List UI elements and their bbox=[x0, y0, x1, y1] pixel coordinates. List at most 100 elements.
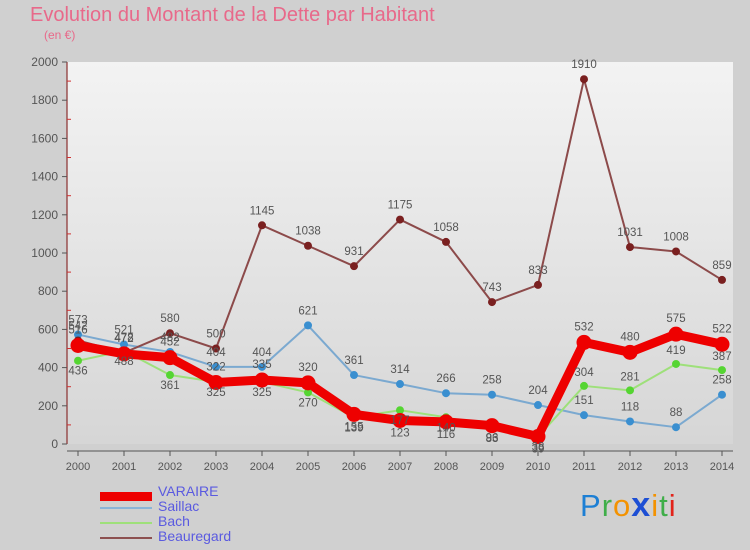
data-point-label: 931 bbox=[344, 246, 363, 258]
y-tick-label: 2000 bbox=[31, 55, 58, 69]
data-point-label: 204 bbox=[528, 385, 548, 397]
legend-label-beauregard[interactable]: Beauregard bbox=[158, 528, 232, 544]
logo-letter: i bbox=[668, 488, 677, 523]
data-point bbox=[304, 321, 312, 330]
y-tick-label: 1200 bbox=[31, 208, 58, 222]
data-point bbox=[254, 372, 270, 388]
data-point bbox=[304, 388, 312, 397]
y-tick-label: 1000 bbox=[31, 246, 58, 260]
series-markers bbox=[70, 75, 730, 445]
data-point bbox=[718, 366, 726, 375]
data-point-label: 573 bbox=[68, 315, 87, 327]
data-point bbox=[672, 247, 680, 256]
data-point-label: 83 bbox=[486, 433, 499, 445]
data-point-label: 575 bbox=[666, 313, 685, 325]
data-point bbox=[212, 362, 220, 371]
page-title: Evolution du Montant de la Dette par Hab… bbox=[30, 4, 435, 26]
data-point-label: 452 bbox=[160, 337, 179, 349]
proxiti-logo: Proxiti bbox=[580, 486, 677, 525]
data-point-label: 1145 bbox=[250, 205, 275, 217]
data-point bbox=[396, 215, 404, 224]
data-point bbox=[622, 344, 638, 360]
data-point bbox=[396, 380, 404, 389]
data-point bbox=[74, 356, 82, 365]
x-tick-label: 2011 bbox=[572, 461, 596, 473]
data-point bbox=[258, 362, 266, 371]
data-point bbox=[350, 371, 358, 380]
data-point bbox=[74, 330, 82, 339]
data-point-label: 314 bbox=[390, 364, 410, 376]
data-point-label: 266 bbox=[436, 373, 455, 385]
x-tick-label: 2008 bbox=[434, 461, 458, 473]
data-point-label: 833 bbox=[528, 265, 547, 277]
data-point bbox=[626, 386, 634, 395]
y-tick-label: 1600 bbox=[31, 131, 58, 145]
legend-swatch-bach bbox=[100, 522, 152, 524]
legend-label-varaire[interactable]: VARAIRE bbox=[158, 483, 219, 499]
x-axis: 2000 2001 2002 2003 2004 2005 2006 2007 2008 2009… bbox=[66, 450, 734, 473]
data-point-label: 516 bbox=[68, 324, 87, 336]
data-point-label: 1038 bbox=[295, 226, 321, 238]
data-point bbox=[442, 389, 450, 398]
data-point-label: 270 bbox=[298, 397, 317, 409]
data-point bbox=[718, 275, 726, 284]
data-point-label: 480 bbox=[620, 331, 639, 343]
data-point-label: 482 bbox=[160, 332, 179, 344]
data-point-label: 1008 bbox=[663, 231, 689, 243]
logo-letter: o bbox=[613, 488, 632, 523]
data-point-label: 500 bbox=[206, 329, 225, 341]
data-point bbox=[718, 390, 726, 399]
data-point-label: 532 bbox=[574, 321, 593, 333]
data-point-label: 281 bbox=[620, 371, 639, 383]
data-point-label: 155 bbox=[344, 421, 363, 433]
legend-label-bach[interactable]: Bach bbox=[158, 513, 190, 529]
data-point bbox=[166, 329, 174, 338]
data-point-label: 38 bbox=[532, 442, 545, 454]
data-point-label: 743 bbox=[482, 282, 501, 294]
data-point-label: 404 bbox=[206, 347, 226, 359]
x-tick-label: 2001 bbox=[112, 461, 136, 473]
x-tick-label: 2007 bbox=[388, 461, 412, 473]
x-tick-label: 2010 bbox=[526, 461, 550, 473]
logo-letter: P bbox=[580, 488, 602, 523]
x-tick-label: 2006 bbox=[342, 461, 366, 473]
data-point-label: 258 bbox=[482, 375, 501, 387]
data-point bbox=[212, 344, 220, 353]
data-point bbox=[442, 237, 450, 246]
data-point-label: 177 bbox=[390, 415, 409, 427]
data-point bbox=[580, 75, 588, 84]
data-point bbox=[346, 406, 362, 422]
data-point bbox=[484, 418, 500, 434]
data-point-label: 325 bbox=[252, 387, 271, 399]
data-point bbox=[626, 417, 634, 426]
data-point bbox=[438, 414, 454, 430]
x-tick-label: 2012 bbox=[618, 461, 642, 473]
data-point-label: 304 bbox=[574, 367, 594, 379]
legend-label-saillac[interactable]: Saillac bbox=[158, 498, 200, 514]
data-point bbox=[488, 298, 496, 307]
data-point bbox=[116, 346, 132, 362]
y-tick-label: 200 bbox=[38, 399, 58, 413]
data-point-label: 151 bbox=[574, 395, 593, 407]
data-point-label: 488 bbox=[114, 356, 133, 368]
data-point-label: 580 bbox=[160, 313, 179, 325]
legend-swatch-beauregard bbox=[100, 537, 152, 539]
data-point-label: 1175 bbox=[388, 200, 413, 212]
data-point-label: 335 bbox=[252, 359, 271, 371]
logo-letter: r bbox=[601, 488, 614, 523]
y-tick-label: 1400 bbox=[31, 170, 58, 184]
data-point-label: 123 bbox=[390, 428, 409, 440]
y-tick-label: 600 bbox=[38, 322, 58, 336]
data-point-label: 436 bbox=[68, 366, 87, 378]
data-point-label: 361 bbox=[160, 380, 179, 392]
data-point-label: 96 bbox=[486, 433, 499, 445]
y-tick-label: 800 bbox=[38, 284, 58, 298]
page-subtitle: (en €) bbox=[44, 28, 76, 42]
y-axis: 0 200 400 600 800 1000 1200 1400 1600 1800 2000 bbox=[31, 55, 71, 451]
y-tick-label: 400 bbox=[38, 361, 58, 375]
data-point-label: 320 bbox=[298, 362, 317, 374]
data-point-label: 859 bbox=[712, 260, 731, 272]
data-point-label: 621 bbox=[298, 305, 317, 317]
data-point-label: 258 bbox=[712, 375, 731, 387]
